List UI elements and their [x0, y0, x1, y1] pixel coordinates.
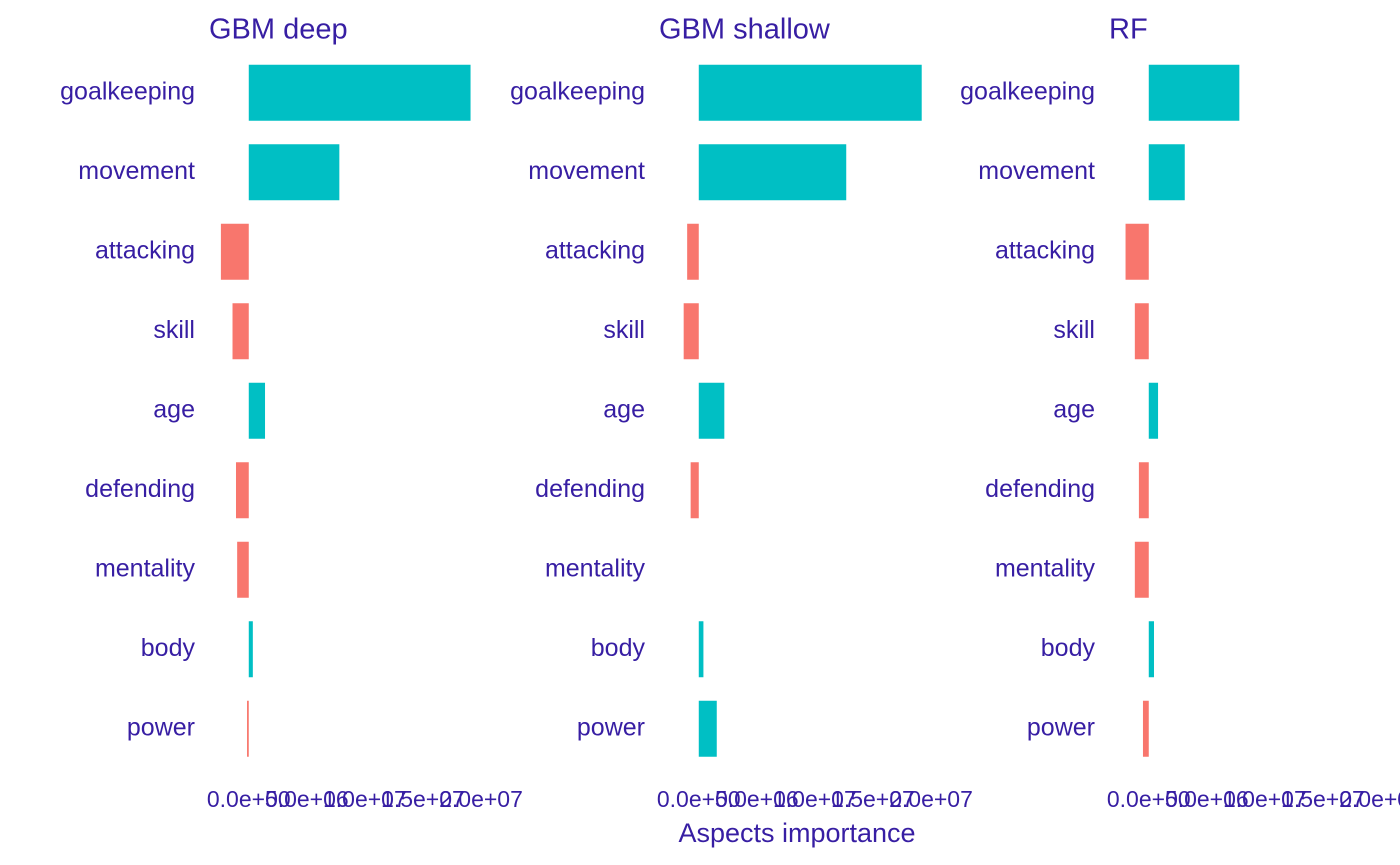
- y-tick-label: defending: [985, 475, 1095, 503]
- bar: [248, 64, 471, 121]
- y-tick-label: movement: [978, 157, 1095, 185]
- x-tick-label: 1.5e+07: [831, 786, 915, 812]
- bar: [1134, 303, 1149, 360]
- x-tick-label: 0.0e+00: [207, 786, 291, 812]
- panel-title: RF: [1109, 14, 1148, 46]
- y-tick-label: goalkeeping: [960, 77, 1095, 105]
- x-tick-label: 2.0e+07: [439, 786, 523, 812]
- x-tick-label: 5.0e+06: [265, 786, 349, 812]
- y-tick-label: goalkeeping: [510, 77, 645, 105]
- x-tick-label: 1.0e+07: [1223, 786, 1307, 812]
- y-tick-label: defending: [535, 475, 645, 503]
- y-tick-label: defending: [85, 475, 195, 503]
- y-tick-label: attacking: [95, 236, 195, 264]
- y-tick-label: mentality: [995, 554, 1096, 582]
- bar: [1138, 462, 1149, 519]
- bar: [232, 303, 249, 360]
- x-tick-label: 1.0e+07: [773, 786, 857, 812]
- y-tick-label: body: [141, 634, 196, 662]
- y-tick-label: movement: [78, 157, 195, 185]
- x-axis-label: Aspects importance: [678, 818, 915, 848]
- y-tick-label: body: [591, 634, 646, 662]
- x-tick-label: 0.0e+00: [1107, 786, 1191, 812]
- bar: [248, 382, 266, 439]
- panel-title: GBM deep: [209, 14, 348, 46]
- bar: [698, 64, 922, 121]
- y-tick-label: attacking: [995, 236, 1095, 264]
- x-tick-label: 2.0e+07: [1339, 786, 1400, 812]
- y-tick-label: mentality: [95, 554, 196, 582]
- bar: [248, 144, 340, 201]
- y-tick-label: goalkeeping: [60, 77, 195, 105]
- bar: [1148, 621, 1154, 678]
- bar: [1148, 382, 1159, 439]
- y-tick-label: age: [1053, 395, 1095, 423]
- bar: [698, 382, 725, 439]
- bar: [1125, 223, 1149, 280]
- y-tick-label: power: [577, 713, 645, 741]
- y-tick-label: age: [603, 395, 645, 423]
- bar: [698, 144, 847, 201]
- bar: [1134, 541, 1149, 598]
- bar: [235, 462, 249, 519]
- bar: [247, 700, 249, 757]
- x-tick-label: 1.5e+07: [1281, 786, 1365, 812]
- x-tick-label: 1.5e+07: [381, 786, 465, 812]
- bar: [248, 621, 253, 678]
- y-tick-label: skill: [1053, 316, 1095, 344]
- bar: [687, 223, 699, 280]
- y-tick-label: attacking: [545, 236, 645, 264]
- x-tick-label: 1.0e+07: [323, 786, 407, 812]
- y-tick-label: mentality: [545, 554, 646, 582]
- x-tick-label: 0.0e+00: [657, 786, 741, 812]
- bar: [690, 462, 699, 519]
- bar: [683, 303, 699, 360]
- x-tick-label: 5.0e+06: [715, 786, 799, 812]
- x-tick-label: 2.0e+07: [889, 786, 973, 812]
- y-tick-label: power: [127, 713, 195, 741]
- y-tick-label: power: [1027, 713, 1095, 741]
- bar: [698, 700, 717, 757]
- bar: [237, 541, 249, 598]
- y-tick-label: skill: [153, 316, 195, 344]
- bar: [1148, 144, 1185, 201]
- bar: [1148, 64, 1240, 121]
- bar: [1142, 700, 1149, 757]
- bar: [220, 223, 249, 280]
- panel-title: GBM shallow: [659, 14, 831, 46]
- y-tick-label: movement: [528, 157, 645, 185]
- y-tick-label: age: [153, 395, 195, 423]
- bar: [698, 621, 704, 678]
- y-tick-label: body: [1041, 634, 1096, 662]
- y-tick-label: skill: [603, 316, 645, 344]
- x-tick-label: 5.0e+06: [1165, 786, 1249, 812]
